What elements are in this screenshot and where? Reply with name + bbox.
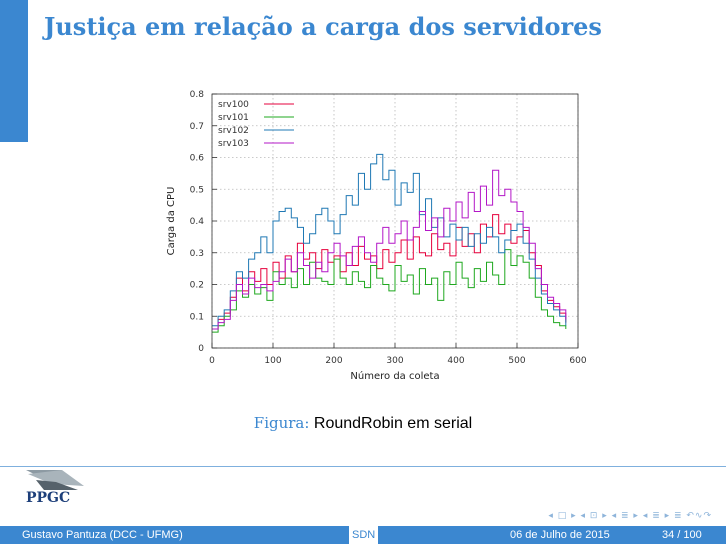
x-tick-label: 100	[264, 356, 281, 366]
legend-label-srv101: srv101	[218, 113, 249, 123]
footer-page-number: 34 / 100	[662, 529, 702, 541]
chart-xlabel: Número da coleta	[350, 370, 439, 382]
y-tick-label: 0.3	[190, 249, 204, 259]
x-tick-label: 200	[325, 356, 342, 366]
footer-bar: Gustavo Pantuza (DCC - UFMG) SDN 06 de J…	[0, 526, 726, 544]
y-tick-label: 0.8	[190, 90, 205, 100]
y-tick-label: 0.4	[190, 217, 205, 227]
ppgc-logo: PPGC	[26, 470, 84, 506]
ppgc-logo-text: PPGC	[26, 490, 70, 506]
chart-ylabel: Carga da CPU	[166, 187, 177, 256]
slide-title: Justiça em relação a carga dos servidore…	[44, 12, 602, 41]
y-tick-label: 0.6	[190, 154, 205, 164]
x-tick-label: 500	[508, 356, 525, 366]
chart-ticks: 0 0.1 0.2 0.3 0.4 0.5 0.6 0.7 0.8 0 100 200 300 400 50…	[190, 90, 587, 366]
legend-label-srv102: srv102	[218, 126, 249, 136]
legend-label-srv103: srv103	[218, 139, 249, 149]
y-tick-label: 0	[198, 344, 204, 354]
x-tick-label: 400	[447, 356, 464, 366]
y-tick-label: 0.5	[190, 185, 204, 195]
footer-short-title: SDN	[349, 526, 379, 544]
footer-author: Gustavo Pantuza (DCC - UFMG)	[22, 529, 183, 541]
figure-caption: Figura: RoundRobin em serial	[0, 414, 726, 433]
cpu-load-chart: 0 0.1 0.2 0.3 0.4 0.5 0.6 0.7 0.8 0 100 200 300 400 50…	[166, 90, 587, 382]
x-tick-label: 0	[209, 356, 215, 366]
figure-caption-text: RoundRobin em serial	[313, 415, 473, 432]
footer-separator	[0, 466, 726, 467]
chart-legend: srv100 srv101 srv102 srv103	[218, 100, 294, 149]
x-tick-label: 300	[386, 356, 403, 366]
series-line-srv103	[212, 169, 567, 330]
x-tick-label: 600	[569, 356, 586, 366]
beamer-navigation-controls[interactable]: ◂ □ ▸ ◂ ⊡ ▸ ◂ ≣ ▸ ◂ ≣ ▸ ≣ ↶∿↷	[548, 511, 712, 521]
series-line-srv102	[212, 153, 567, 327]
chart-series	[212, 153, 567, 333]
legend-label-srv100: srv100	[218, 100, 249, 110]
footer-date: 06 de Julho de 2015	[510, 529, 610, 541]
y-tick-label: 0.2	[190, 281, 204, 291]
side-accent-bar	[0, 0, 28, 142]
figure-caption-label: Figura:	[253, 414, 310, 432]
y-tick-label: 0.7	[190, 122, 204, 132]
y-tick-label: 0.1	[190, 312, 204, 322]
